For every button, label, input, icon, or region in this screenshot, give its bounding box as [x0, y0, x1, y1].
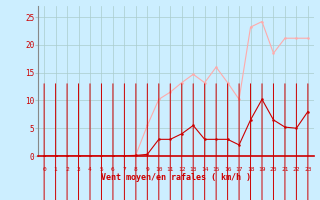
X-axis label: Vent moyen/en rafales ( km/h ): Vent moyen/en rafales ( km/h ) — [101, 174, 251, 182]
